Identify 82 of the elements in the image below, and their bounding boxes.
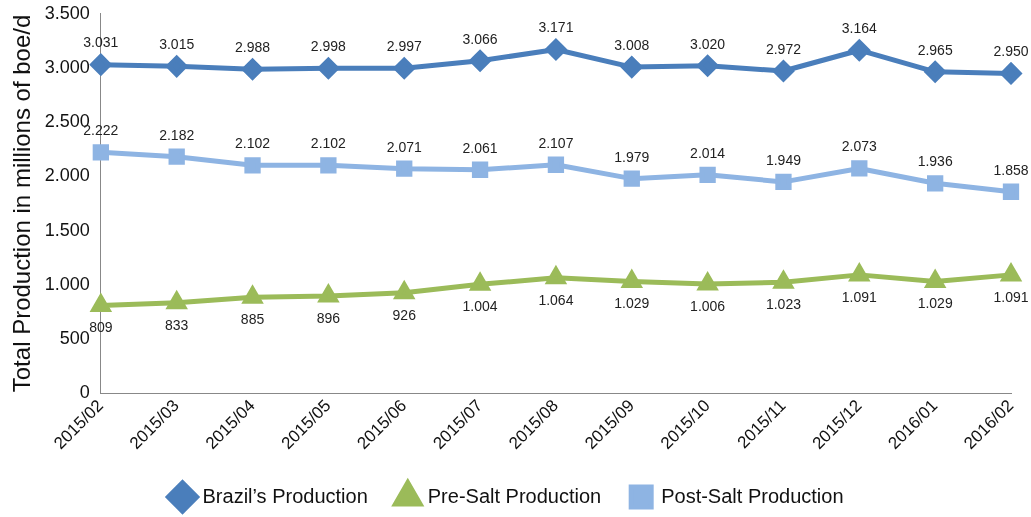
point bbox=[545, 38, 567, 60]
data-label: 3.066 bbox=[462, 30, 498, 47]
data-label: 2.102 bbox=[310, 135, 347, 152]
data-label: 2.061 bbox=[462, 139, 498, 156]
point bbox=[775, 173, 792, 191]
y-tick-label: 0 bbox=[79, 382, 90, 403]
legend-label: Pre-Salt Production bbox=[427, 484, 602, 507]
point bbox=[469, 50, 491, 72]
data-label: 3.031 bbox=[83, 34, 119, 51]
point bbox=[92, 144, 109, 161]
y-tick-label: 3.500 bbox=[44, 2, 90, 23]
point bbox=[393, 57, 415, 79]
data-label: 3.020 bbox=[690, 35, 726, 52]
point bbox=[851, 160, 868, 177]
point bbox=[772, 269, 795, 289]
point bbox=[621, 56, 643, 78]
data-label: 1.936 bbox=[917, 153, 953, 170]
y-tick-label: 1.500 bbox=[44, 219, 90, 240]
point bbox=[927, 175, 944, 192]
data-label: 2.107 bbox=[538, 134, 574, 151]
data-label: 833 bbox=[165, 316, 189, 333]
data-label: 1.091 bbox=[993, 288, 1029, 305]
data-label: 1.029 bbox=[614, 295, 650, 312]
data-label: 2.965 bbox=[917, 41, 953, 58]
data-label: 3.008 bbox=[614, 36, 650, 53]
data-label: 885 bbox=[240, 311, 265, 328]
point bbox=[166, 55, 188, 77]
point bbox=[469, 271, 492, 291]
y-axis-title: Total Production in millions of boe/d bbox=[8, 14, 36, 393]
data-label: 1.064 bbox=[538, 291, 574, 308]
point bbox=[999, 262, 1023, 282]
point bbox=[168, 148, 185, 165]
data-label: 1.949 bbox=[765, 151, 802, 168]
data-label: 1.004 bbox=[462, 298, 498, 315]
data-label: 2.014 bbox=[690, 144, 726, 161]
point bbox=[317, 57, 339, 79]
data-label: 2.997 bbox=[386, 38, 422, 55]
data-label: 809 bbox=[89, 319, 113, 336]
point bbox=[924, 61, 946, 83]
data-label: 2.988 bbox=[235, 39, 271, 56]
data-label: 2.972 bbox=[765, 40, 802, 57]
legend-label: Brazil’s Production bbox=[202, 484, 368, 507]
point bbox=[242, 58, 264, 80]
data-label: 2.102 bbox=[235, 135, 271, 152]
data-label: 1.029 bbox=[917, 295, 953, 312]
legend-label: Post-Salt Production bbox=[661, 484, 844, 507]
data-label: 2.073 bbox=[841, 138, 878, 155]
point bbox=[696, 271, 719, 291]
data-label: 3.015 bbox=[159, 36, 195, 53]
data-label: 896 bbox=[316, 309, 341, 326]
y-tick-label: 2.000 bbox=[44, 165, 90, 186]
y-tick-label: 1.000 bbox=[44, 273, 90, 294]
point bbox=[241, 284, 264, 304]
point bbox=[471, 161, 489, 178]
point bbox=[244, 157, 261, 174]
data-label: 3.164 bbox=[841, 20, 878, 37]
point bbox=[699, 166, 716, 184]
point bbox=[317, 283, 340, 303]
point bbox=[320, 157, 337, 174]
data-label: 2.998 bbox=[310, 38, 347, 55]
data-label: 1.023 bbox=[765, 296, 802, 313]
point bbox=[1000, 62, 1022, 84]
data-label: 2.182 bbox=[159, 126, 195, 143]
point bbox=[697, 55, 719, 77]
point bbox=[1002, 183, 1020, 200]
point bbox=[396, 160, 413, 177]
y-tick-label: 3.000 bbox=[44, 56, 90, 77]
data-label: 2.950 bbox=[993, 43, 1029, 60]
point bbox=[848, 39, 870, 61]
data-label: 1.979 bbox=[614, 148, 650, 165]
data-label: 1.091 bbox=[841, 288, 878, 305]
point bbox=[89, 292, 112, 312]
data-label: 1.858 bbox=[993, 161, 1029, 178]
y-tick-label: 500 bbox=[59, 327, 90, 348]
data-label: 926 bbox=[392, 306, 417, 323]
data-label: 1.006 bbox=[690, 297, 726, 314]
data-label: 3.171 bbox=[538, 19, 574, 36]
point bbox=[90, 54, 112, 76]
point bbox=[547, 156, 565, 173]
point bbox=[623, 170, 640, 187]
data-label: 2.071 bbox=[386, 138, 422, 155]
point bbox=[772, 60, 794, 82]
